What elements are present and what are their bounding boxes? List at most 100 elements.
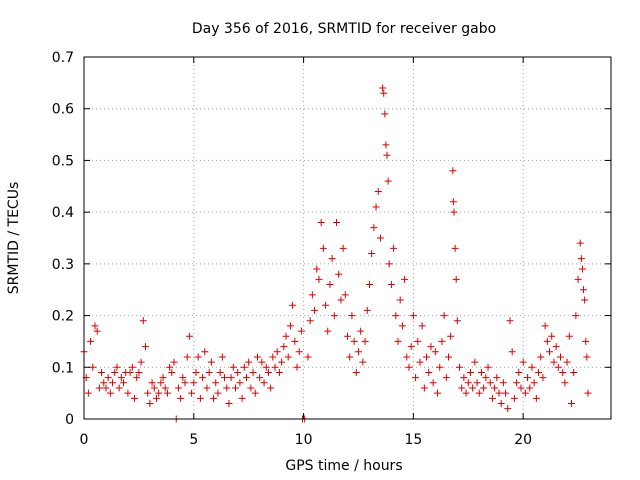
data-point bbox=[475, 389, 483, 397]
data-point bbox=[554, 363, 562, 371]
data-point bbox=[190, 379, 198, 387]
data-points bbox=[80, 84, 592, 423]
data-point bbox=[466, 368, 474, 376]
data-point bbox=[179, 374, 187, 382]
data-point bbox=[177, 394, 185, 402]
data-point bbox=[482, 374, 490, 382]
data-point bbox=[471, 358, 479, 366]
data-point bbox=[150, 384, 158, 392]
data-point bbox=[278, 358, 286, 366]
gridlines bbox=[84, 57, 611, 419]
data-point bbox=[350, 337, 358, 345]
data-point bbox=[306, 317, 314, 325]
data-point bbox=[269, 353, 277, 361]
data-point bbox=[416, 358, 424, 366]
data-point bbox=[344, 332, 351, 340]
data-point bbox=[504, 405, 512, 413]
data-point bbox=[401, 275, 409, 283]
data-point bbox=[247, 384, 255, 392]
data-point bbox=[398, 322, 406, 330]
data-point bbox=[286, 322, 294, 330]
data-point bbox=[434, 389, 442, 397]
data-point bbox=[102, 384, 110, 392]
data-point bbox=[374, 187, 382, 195]
data-point bbox=[192, 368, 200, 376]
data-point bbox=[584, 389, 592, 397]
data-point bbox=[262, 363, 270, 371]
data-point bbox=[390, 244, 398, 252]
data-point bbox=[183, 353, 191, 361]
data-point bbox=[385, 260, 393, 268]
data-point bbox=[188, 389, 196, 397]
data-point bbox=[532, 394, 540, 402]
data-point bbox=[578, 265, 586, 273]
data-point bbox=[363, 306, 371, 314]
data-point bbox=[251, 389, 259, 397]
data-point bbox=[253, 353, 261, 361]
data-point bbox=[429, 379, 437, 387]
y-tick-label: 0.7 bbox=[52, 50, 74, 66]
y-tick-label: 0.6 bbox=[52, 102, 74, 118]
data-point bbox=[181, 379, 189, 387]
data-point bbox=[161, 384, 169, 392]
data-point bbox=[337, 296, 345, 304]
y-axis-ticks: 0 0.1 0.2 0.3 0.4 0.5 0.6 0.7 bbox=[52, 50, 611, 428]
data-point bbox=[382, 141, 390, 149]
data-point bbox=[104, 374, 112, 382]
data-point bbox=[354, 348, 362, 356]
data-point bbox=[449, 198, 457, 206]
data-point bbox=[574, 275, 582, 283]
data-point bbox=[212, 379, 220, 387]
data-point bbox=[445, 353, 453, 361]
data-point bbox=[205, 368, 213, 376]
data-point bbox=[271, 363, 279, 371]
data-point bbox=[170, 358, 178, 366]
data-point bbox=[361, 337, 369, 345]
data-point bbox=[365, 281, 373, 289]
data-point bbox=[284, 353, 292, 361]
data-point bbox=[357, 327, 365, 335]
data-point bbox=[199, 374, 207, 382]
data-point bbox=[423, 353, 431, 361]
data-point bbox=[163, 389, 171, 397]
data-point bbox=[174, 384, 182, 392]
data-point bbox=[431, 348, 439, 356]
data-point bbox=[139, 317, 147, 325]
data-point bbox=[394, 337, 402, 345]
data-point bbox=[521, 389, 529, 397]
data-point bbox=[372, 203, 380, 211]
data-point bbox=[510, 394, 518, 402]
data-point bbox=[543, 337, 551, 345]
data-point bbox=[495, 389, 503, 397]
data-point bbox=[341, 291, 349, 299]
data-point bbox=[572, 312, 580, 320]
data-point bbox=[304, 353, 312, 361]
data-point bbox=[216, 368, 224, 376]
data-point bbox=[311, 306, 319, 314]
data-point bbox=[295, 348, 303, 356]
data-point bbox=[221, 374, 229, 382]
data-point bbox=[535, 368, 543, 376]
data-point bbox=[232, 384, 240, 392]
data-point bbox=[480, 384, 488, 392]
data-point bbox=[530, 379, 538, 387]
data-point bbox=[403, 353, 411, 361]
y-tick-label: 0.5 bbox=[52, 153, 74, 169]
data-point bbox=[387, 281, 395, 289]
data-point bbox=[166, 363, 174, 371]
data-point bbox=[502, 389, 510, 397]
data-point bbox=[392, 312, 400, 320]
data-point bbox=[111, 368, 119, 376]
x-tick-label: 0 bbox=[80, 432, 89, 448]
data-point bbox=[267, 384, 275, 392]
data-point bbox=[418, 322, 426, 330]
data-point bbox=[335, 270, 343, 278]
data-point bbox=[95, 384, 103, 392]
data-point bbox=[280, 343, 288, 351]
data-point bbox=[412, 374, 420, 382]
data-point bbox=[317, 218, 325, 226]
data-point bbox=[223, 384, 231, 392]
data-point bbox=[576, 239, 584, 247]
data-point bbox=[539, 374, 547, 382]
x-tick-label: 10 bbox=[295, 432, 313, 448]
